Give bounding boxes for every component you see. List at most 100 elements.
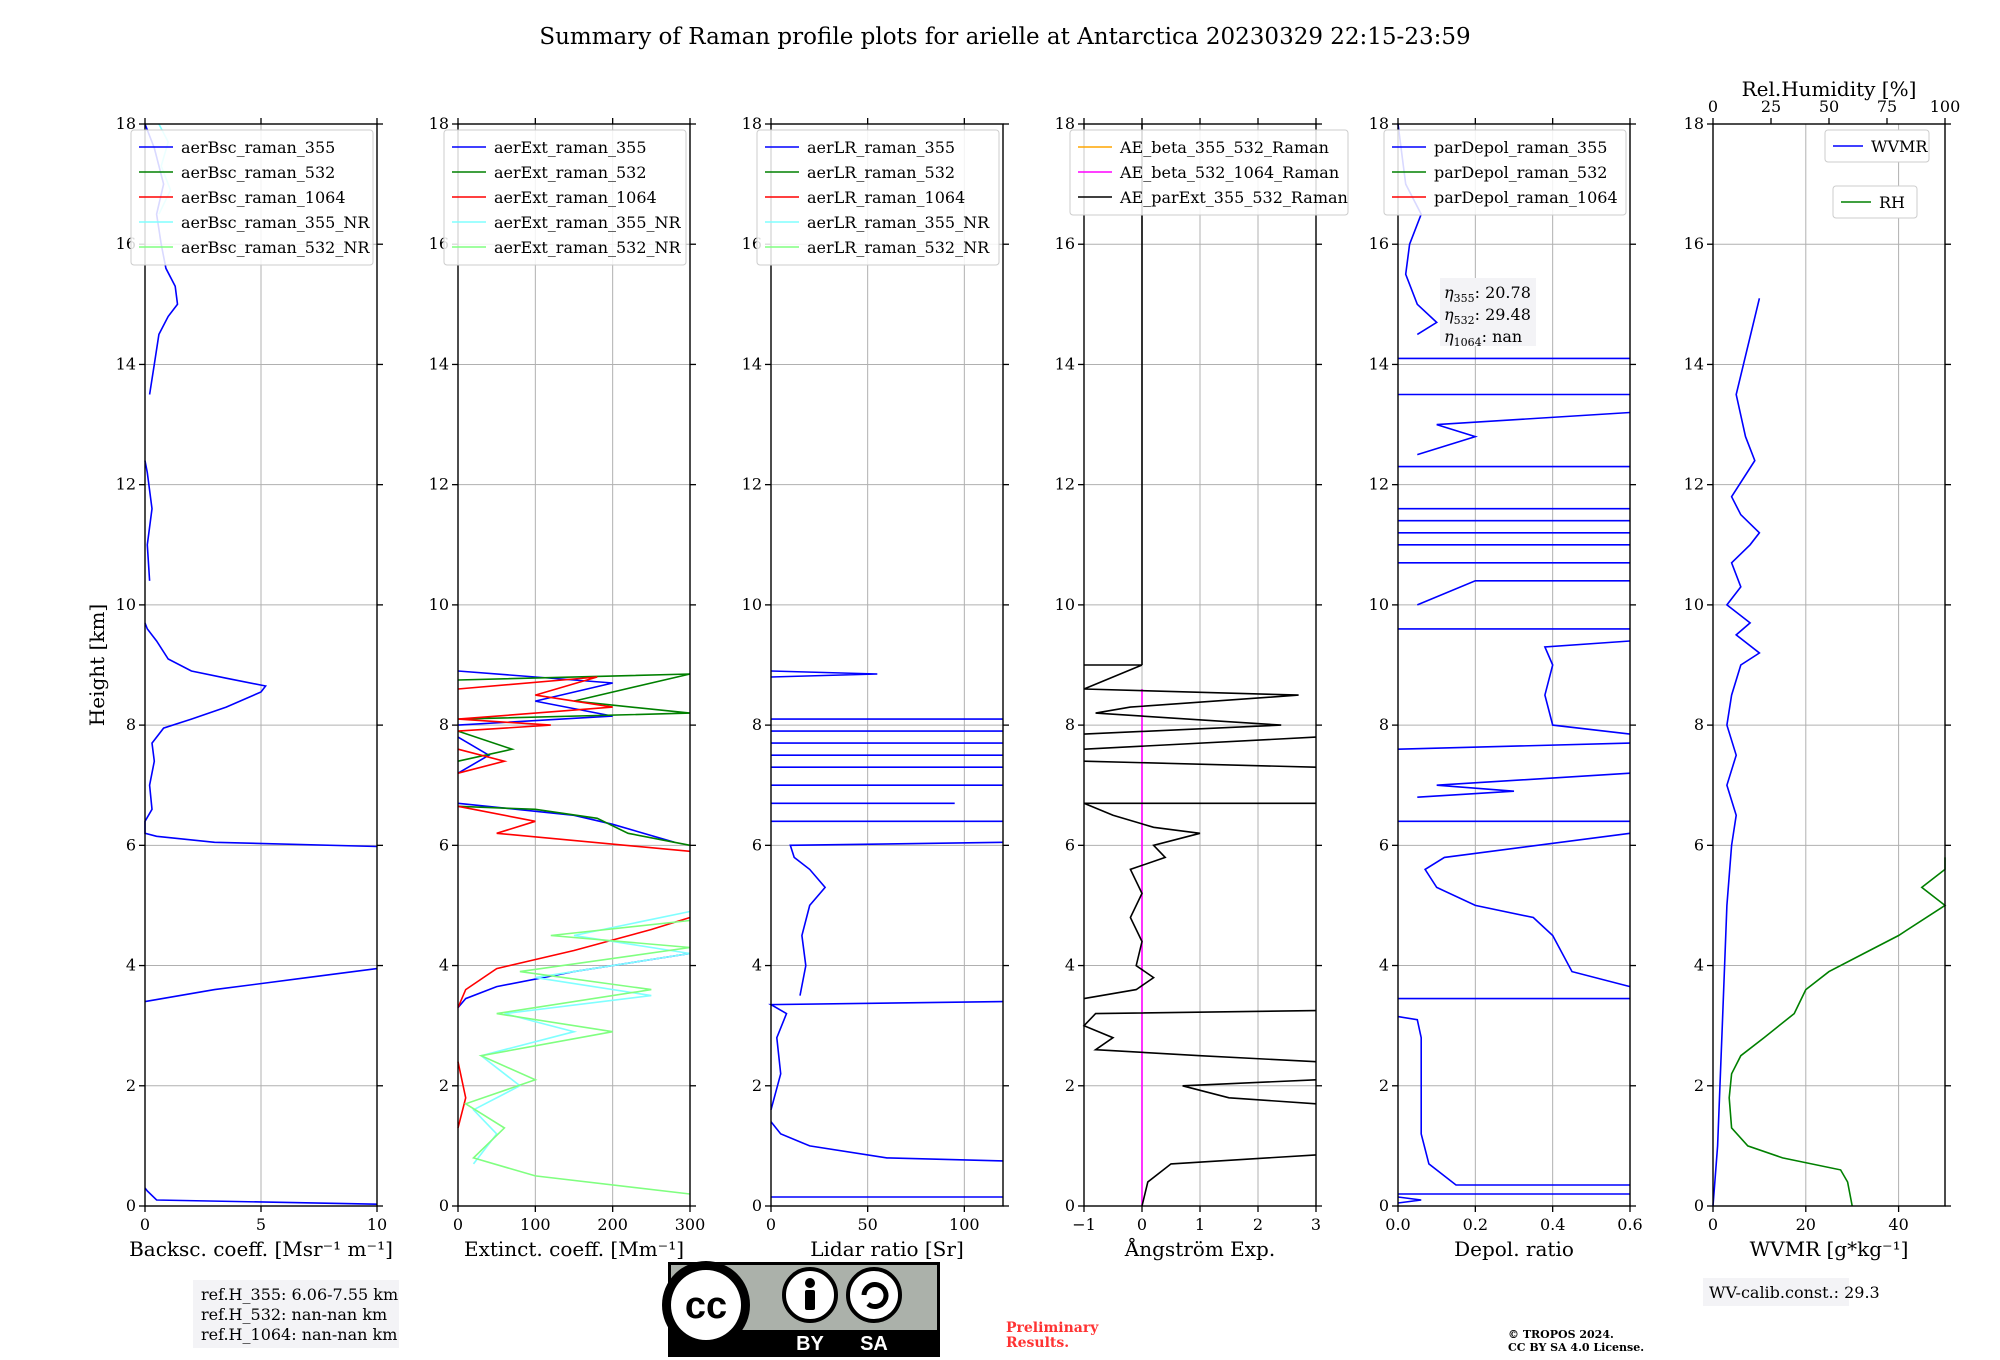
eta-annotation: η1064: nan: [1444, 327, 1522, 349]
legend-rh: RH: [1832, 185, 1918, 219]
top-x-tick-label: 100: [1930, 97, 1961, 116]
sa-arrow-icon: [861, 1282, 889, 1309]
top-x-tick-label: 75: [1877, 97, 1897, 116]
y-tick-label: 14: [116, 354, 136, 373]
y-tick-label: 10: [1684, 595, 1704, 614]
y-tick-label: 4: [1379, 956, 1389, 975]
cc-license-logo: cc BY SA: [662, 1261, 940, 1357]
legend-box: [1832, 185, 1918, 219]
legend-label: aerExt_raman_355: [494, 138, 647, 157]
y-tick-label: 0: [126, 1196, 136, 1215]
x-axis-label: Ångström Exp.: [1124, 1236, 1275, 1261]
top-x-tick-label: 25: [1761, 97, 1781, 116]
y-tick-label: 4: [439, 956, 449, 975]
series-RH: [1728, 857, 1947, 1207]
y-tick-label: 14: [429, 354, 449, 373]
x-tick-label: 1: [1195, 1215, 1205, 1234]
legend: parDepol_raman_355 parDepol_raman_532 parD…: [1383, 129, 1627, 216]
y-tick-label: 0: [1379, 1196, 1389, 1215]
y-tick-label: 0: [1694, 1196, 1704, 1215]
legend-box: [1069, 129, 1349, 216]
y-tick-label: 2: [1379, 1076, 1389, 1095]
legend-box: [1824, 129, 1930, 163]
x-tick-label: 20: [1796, 1215, 1816, 1234]
legend: aerBsc_raman_355 aerBsc_raman_532 aerBsc_r…: [130, 129, 374, 266]
top-x-tick-label: 0: [1708, 97, 1718, 116]
cc-circle-inner: [671, 1270, 741, 1340]
y-axis-label: Height [km]: [85, 604, 109, 726]
x-tick-label: −1: [1072, 1215, 1096, 1234]
legend-label: aerLR_raman_532: [807, 163, 955, 182]
copyright-line-1: © TROPOS 2024.: [1508, 1328, 1614, 1341]
y-tick-label: 10: [1369, 595, 1389, 614]
x-tick-label: 10: [367, 1215, 387, 1234]
legend-wvmr: WVMR: [1824, 129, 1930, 163]
legend: AE_beta_355_532_Raman AE_beta_532_1064_Ra…: [1069, 129, 1349, 216]
plot-frame: [457, 123, 691, 1207]
y-tick-label: 6: [1065, 835, 1075, 854]
y-tick-label: 14: [1684, 354, 1704, 373]
legend-label: aerExt_raman_355_NR: [494, 213, 682, 232]
series-AE_parExt_355_532_Raman: [1082, 124, 1317, 1207]
figure-title: Summary of Raman profile plots for ariel…: [539, 24, 1470, 50]
series-aerExt_raman_532_NR: [463, 919, 691, 1195]
legend-label: parDepol_raman_355: [1434, 138, 1607, 157]
x-tick-label: 5: [256, 1215, 266, 1234]
top-axis-label: Rel.Humidity [%]: [1742, 77, 1917, 101]
y-tick-label: 6: [126, 835, 136, 854]
plot-frame: [144, 123, 378, 1207]
y-tick-label: 16: [1684, 234, 1704, 253]
y-tick-label: 14: [742, 354, 762, 373]
y-tick-label: 12: [1055, 475, 1075, 494]
x-tick-label: 100: [949, 1215, 980, 1234]
license-sa: SA: [860, 1333, 888, 1355]
y-tick-label: 16: [1055, 234, 1075, 253]
x-tick-label: 40: [1888, 1215, 1908, 1234]
plot-frame: [770, 123, 1004, 1207]
plot-frame: [1712, 123, 1946, 1207]
legend-label: aerBsc_raman_532_NR: [181, 238, 370, 257]
preliminary-line-1: Preliminary: [1006, 1320, 1099, 1336]
y-tick-label: 0: [752, 1196, 762, 1215]
legend-label: parDepol_raman_532: [1434, 163, 1607, 182]
y-tick-label: 0: [439, 1196, 449, 1215]
plot-frame: [1397, 123, 1631, 1207]
y-tick-label: 8: [1379, 715, 1389, 734]
y-tick-label: 2: [1065, 1076, 1075, 1095]
y-tick-label: 8: [752, 715, 762, 734]
eta-annotation: η355: 20.78: [1444, 283, 1531, 305]
y-tick-label: 16: [1369, 234, 1389, 253]
eta-annotation: η532: 29.48: [1444, 305, 1531, 327]
y-tick-label: 6: [752, 835, 762, 854]
x-axis-label: Backsc. coeff. [Msr⁻¹ m⁻¹]: [129, 1237, 393, 1261]
copyright-line-2: CC BY SA 4.0 License.: [1508, 1341, 1644, 1354]
y-tick-label: 18: [1055, 114, 1075, 133]
x-tick-label: 3: [1311, 1215, 1321, 1234]
x-tick-label: 0: [1708, 1215, 1718, 1234]
y-tick-label: 12: [1684, 475, 1704, 494]
legend-label: aerExt_raman_1064: [494, 188, 657, 207]
x-tick-label: 0.4: [1540, 1215, 1565, 1234]
legend-label: aerLR_raman_355: [807, 138, 955, 157]
y-tick-label: 12: [429, 475, 449, 494]
y-tick-label: 18: [116, 114, 136, 133]
x-tick-label: 200: [597, 1215, 628, 1234]
legend: aerExt_raman_355 aerExt_raman_532 aerExt_r…: [443, 129, 687, 266]
x-tick-label: 0: [453, 1215, 463, 1234]
annotation-box: [1440, 278, 1536, 346]
y-tick-label: 8: [1694, 715, 1704, 734]
series-aerExt_raman_1064: [457, 676, 691, 1129]
y-tick-label: 4: [126, 956, 136, 975]
y-tick-label: 18: [742, 114, 762, 133]
info-box-background: [1703, 1278, 1849, 1306]
series-parDepol_raman_355: [1397, 123, 1631, 1204]
x-axis-label: Extinct. coeff. [Mm⁻¹]: [464, 1237, 684, 1261]
legend-label: aerBsc_raman_532: [181, 163, 335, 182]
y-tick-label: 6: [1379, 835, 1389, 854]
legend-label: AE_beta_532_1064_Raman: [1119, 163, 1339, 182]
